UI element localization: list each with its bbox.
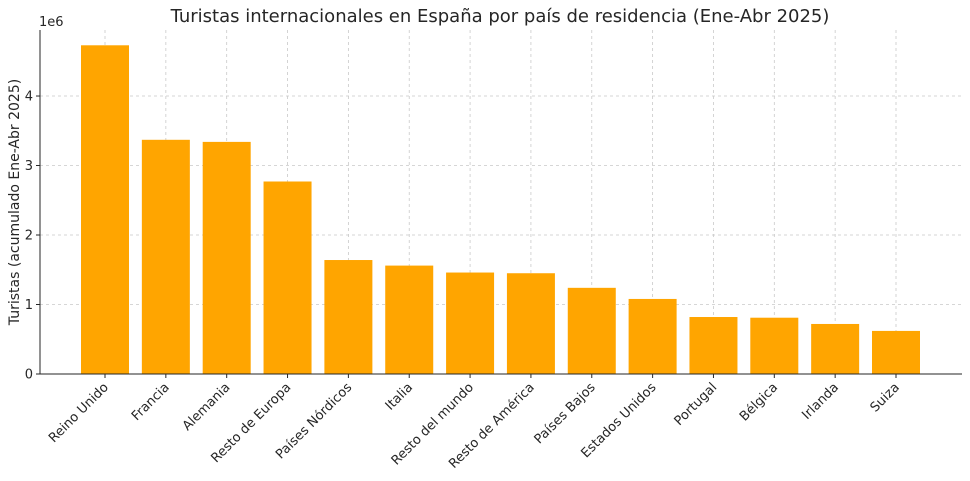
chart-title: Turistas internacionales en España por p… <box>170 6 830 27</box>
y-tick-label: 3 <box>25 159 33 174</box>
bar <box>446 272 495 374</box>
y-axis-label: Turistas (acumulado Ene-Abr 2025) <box>7 79 23 326</box>
bar <box>324 260 373 374</box>
bar <box>202 141 251 374</box>
x-tick-label: Países Bajos <box>532 380 599 447</box>
y-axis-offset-label: 1e6 <box>39 15 64 30</box>
bar <box>567 287 616 374</box>
x-tick-label: Irlanda <box>799 380 842 423</box>
x-tick-label: Reino Unido <box>46 380 112 446</box>
bar <box>689 317 738 374</box>
y-tick-label: 4 <box>25 90 33 105</box>
y-tick-label: 1 <box>25 298 33 313</box>
axes <box>36 30 962 378</box>
y-tick-label: 0 <box>25 368 33 383</box>
bar <box>263 181 312 374</box>
bar <box>750 317 799 374</box>
bar <box>628 298 677 374</box>
y-tick-label: 2 <box>25 229 33 244</box>
bar <box>385 265 434 374</box>
bar <box>872 330 920 374</box>
bar <box>81 45 129 375</box>
x-tick-label: Suiza <box>868 380 903 415</box>
x-tick-label: Francia <box>129 380 173 424</box>
bar <box>811 323 860 374</box>
bar <box>506 273 555 374</box>
x-tick-label: Italia <box>383 380 416 413</box>
bar <box>141 139 190 374</box>
x-tick-label: Portugal <box>672 380 721 429</box>
bars <box>81 45 920 375</box>
x-tick-label: Bélgica <box>737 380 781 424</box>
y-tick-labels: 0 1 2 3 4 <box>25 90 33 383</box>
x-tick-label: Alemania <box>180 380 234 434</box>
